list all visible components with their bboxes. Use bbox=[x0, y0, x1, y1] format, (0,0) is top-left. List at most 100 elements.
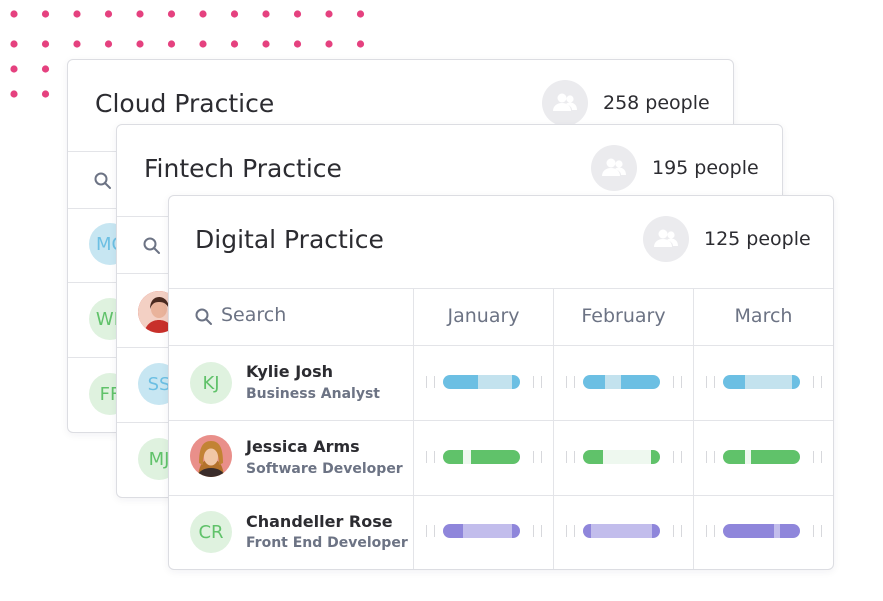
people-count: 195 people bbox=[652, 157, 759, 179]
grid-tick bbox=[821, 376, 822, 388]
search-placeholder: Search bbox=[221, 304, 287, 326]
grid-tick bbox=[813, 525, 814, 537]
allocation-bar bbox=[583, 375, 660, 389]
person-name: Chandeller Rose bbox=[246, 512, 393, 531]
divider bbox=[169, 495, 833, 496]
decorative-dot bbox=[136, 10, 144, 18]
allocation-segment bbox=[723, 375, 745, 389]
allocation-segment bbox=[443, 524, 464, 538]
card-title: Fintech Practice bbox=[144, 154, 342, 183]
grid-tick bbox=[673, 376, 674, 388]
grid-tick bbox=[566, 525, 567, 537]
allocation-bar-cell[interactable] bbox=[554, 521, 693, 541]
grid-tick bbox=[673, 451, 674, 463]
grid-tick bbox=[821, 451, 822, 463]
search-field[interactable]: Search bbox=[169, 289, 413, 345]
decorative-dot bbox=[356, 10, 365, 18]
person-name: Jessica Arms bbox=[246, 437, 360, 456]
digital-practice-card[interactable]: Digital Practice 125 people Search Janua… bbox=[168, 195, 834, 570]
grid-tick bbox=[681, 376, 682, 388]
grid-tick bbox=[533, 376, 534, 388]
allocation-segment bbox=[583, 375, 605, 389]
grid-tick bbox=[714, 525, 715, 537]
grid-tick bbox=[714, 376, 715, 388]
grid-tick bbox=[706, 525, 707, 537]
avatar-photo bbox=[190, 435, 232, 477]
allocation-segment bbox=[723, 524, 774, 538]
allocation-segment bbox=[779, 524, 800, 538]
month-header-march[interactable]: March bbox=[734, 305, 793, 327]
decorative-dot bbox=[199, 10, 207, 18]
grid-tick bbox=[673, 525, 674, 537]
allocation-segment bbox=[590, 524, 653, 538]
allocation-segment bbox=[443, 450, 464, 464]
grid-tick bbox=[434, 525, 435, 537]
allocation-segment bbox=[621, 375, 660, 389]
decorative-dot bbox=[104, 10, 113, 18]
allocation-segment bbox=[773, 524, 780, 538]
people-count: 258 people bbox=[603, 92, 710, 114]
grid-tick bbox=[434, 376, 435, 388]
allocation-bar-cell[interactable] bbox=[694, 521, 833, 541]
allocation-segment bbox=[723, 450, 745, 464]
grid-tick bbox=[434, 451, 435, 463]
search-icon[interactable] bbox=[94, 172, 112, 190]
grid-tick bbox=[714, 451, 715, 463]
allocation-bar-cell[interactable] bbox=[554, 447, 693, 467]
allocation-segment bbox=[750, 450, 800, 464]
grid-tick bbox=[566, 376, 567, 388]
allocation-bar-cell[interactable] bbox=[694, 447, 833, 467]
grid-tick bbox=[533, 525, 534, 537]
column-divider bbox=[413, 288, 414, 569]
allocation-segment bbox=[583, 524, 591, 538]
allocation-bar-cell[interactable] bbox=[414, 447, 553, 467]
allocation-segment bbox=[463, 524, 513, 538]
grid-tick bbox=[706, 451, 707, 463]
allocation-bar-cell[interactable] bbox=[414, 521, 553, 541]
decorative-dot-pattern bbox=[10, 10, 365, 98]
group-avatar-icon bbox=[591, 145, 637, 191]
allocation-bar bbox=[723, 375, 800, 389]
allocation-bar-cell[interactable] bbox=[694, 372, 833, 392]
month-header-february[interactable]: February bbox=[581, 305, 666, 327]
allocation-bar-cell[interactable] bbox=[554, 372, 693, 392]
person-name: Kylie Josh bbox=[246, 362, 334, 381]
allocation-bar bbox=[583, 450, 660, 464]
allocation-bar bbox=[443, 375, 520, 389]
allocation-bar-cell[interactable] bbox=[414, 372, 553, 392]
people-count: 125 people bbox=[704, 228, 811, 250]
decorative-dot bbox=[10, 40, 18, 48]
allocation-segment bbox=[512, 375, 520, 389]
allocation-segment bbox=[744, 375, 793, 389]
grid-tick bbox=[813, 451, 814, 463]
person-role: Front End Developer bbox=[246, 535, 408, 551]
grid-tick bbox=[706, 376, 707, 388]
grid-tick bbox=[821, 525, 822, 537]
allocation-segment bbox=[744, 450, 751, 464]
decorative-dot bbox=[356, 40, 365, 48]
allocation-segment bbox=[470, 450, 520, 464]
allocation-bar bbox=[723, 450, 800, 464]
grid-tick bbox=[681, 451, 682, 463]
grid-tick bbox=[426, 451, 427, 463]
column-divider bbox=[553, 288, 554, 569]
table-row[interactable]: CR Chandeller Rose Front End Developer bbox=[169, 496, 413, 569]
decorative-dot bbox=[199, 40, 207, 48]
grid-tick bbox=[426, 376, 427, 388]
grid-tick bbox=[533, 451, 534, 463]
card-title: Cloud Practice bbox=[95, 89, 275, 118]
table-row[interactable]: Jessica Arms Software Developer bbox=[169, 421, 413, 495]
grid-tick bbox=[574, 525, 575, 537]
decorative-dot bbox=[41, 10, 50, 18]
search-icon[interactable] bbox=[143, 237, 161, 255]
grid-tick bbox=[541, 376, 542, 388]
allocation-segment bbox=[603, 450, 651, 464]
divider bbox=[169, 345, 833, 346]
decorative-dot bbox=[73, 40, 81, 48]
table-row[interactable]: KJ Kylie Josh Business Analyst bbox=[169, 346, 413, 420]
grid-tick bbox=[566, 451, 567, 463]
person-role: Software Developer bbox=[246, 461, 403, 477]
allocation-segment bbox=[583, 450, 604, 464]
decorative-dot bbox=[325, 40, 333, 48]
month-header-january[interactable]: January bbox=[447, 305, 520, 327]
